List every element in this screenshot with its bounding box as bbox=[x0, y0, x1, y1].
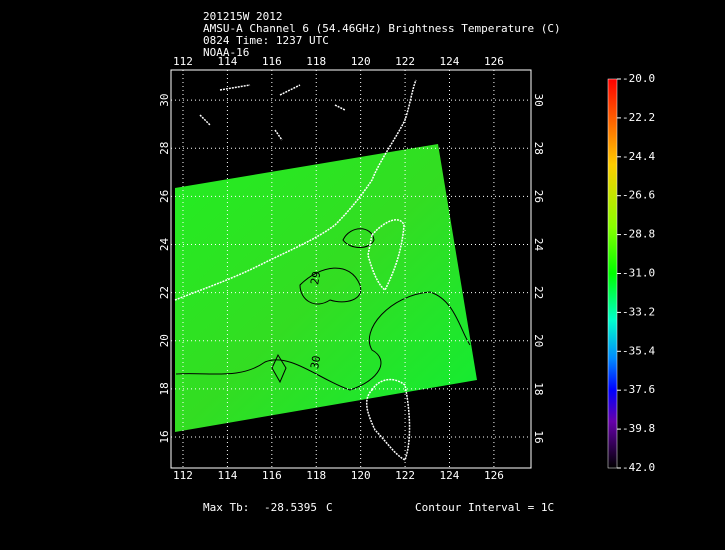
y-tick-label: 18 bbox=[532, 382, 545, 395]
y-tick-label: 30 bbox=[532, 93, 545, 106]
x-tick-label: 114 bbox=[217, 469, 237, 482]
contour-label: 30 bbox=[308, 355, 323, 370]
colorbar-label: -26.6 bbox=[622, 189, 655, 202]
map-frame bbox=[170, 69, 532, 469]
x-tick-label: 124 bbox=[440, 469, 460, 482]
y-tick-label: 28 bbox=[158, 142, 171, 155]
y-tick-label: 20 bbox=[532, 334, 545, 347]
footer-unit: C bbox=[326, 501, 333, 514]
colorbar-label: -28.8 bbox=[622, 228, 655, 241]
footer-value: -28.5395 bbox=[264, 501, 317, 514]
y-tick-label: 24 bbox=[158, 237, 171, 251]
x-tick-label: 112 bbox=[173, 55, 193, 68]
y-tick-label: 20 bbox=[158, 334, 171, 347]
x-tick-label: 122 bbox=[395, 55, 415, 68]
x-tick-label: 124 bbox=[440, 55, 460, 68]
x-tick-label: 116 bbox=[262, 469, 282, 482]
y-tick-label: 22 bbox=[158, 286, 171, 299]
x-tick-label: 116 bbox=[262, 55, 282, 68]
colorbar-label: -33.2 bbox=[622, 305, 655, 318]
y-tick-label: 16 bbox=[532, 430, 545, 443]
footer-interval: Contour Interval = 1C bbox=[415, 501, 554, 514]
x-tick-label: 120 bbox=[351, 469, 371, 482]
y-tick-label: 26 bbox=[158, 190, 171, 203]
y-tick-label: 26 bbox=[532, 190, 545, 203]
y-tick-label: 28 bbox=[532, 142, 545, 155]
x-tick-label: 118 bbox=[306, 55, 326, 68]
colorbar-label: -31.0 bbox=[622, 267, 655, 280]
footer-label: Max Tb: bbox=[203, 501, 249, 514]
title-line: 201215W 2012 bbox=[203, 10, 282, 23]
coastline bbox=[174, 79, 417, 462]
colorbar-label: -22.2 bbox=[622, 111, 655, 124]
x-tick-label: 112 bbox=[173, 469, 193, 482]
y-tick-label: 30 bbox=[158, 93, 171, 106]
y-tick-label: 16 bbox=[158, 430, 171, 443]
data-swath bbox=[175, 144, 477, 432]
colorbar-label: -42.0 bbox=[622, 461, 655, 474]
title-line: 0824 Time: 1237 UTC bbox=[203, 34, 329, 47]
colorbar-label: -24.4 bbox=[622, 150, 655, 163]
x-tick-label: 126 bbox=[484, 55, 504, 68]
colorbar bbox=[607, 78, 618, 469]
y-tick-label: 22 bbox=[532, 286, 545, 299]
x-tick-label: 118 bbox=[306, 469, 326, 482]
x-tick-label: 126 bbox=[484, 469, 504, 482]
y-tick-label: 24 bbox=[532, 238, 545, 252]
colorbar-label: -39.8 bbox=[622, 422, 655, 435]
x-tick-label: 114 bbox=[217, 55, 237, 68]
colorbar-label: -20.0 bbox=[622, 72, 655, 85]
contour-label: 29 bbox=[308, 270, 323, 285]
x-tick-label: 122 bbox=[395, 469, 415, 482]
y-tick-label: 18 bbox=[158, 382, 171, 395]
title-line: AMSU-A Channel 6 (54.46GHz) Brightness T… bbox=[203, 22, 561, 35]
colorbar-label: -35.4 bbox=[622, 344, 655, 357]
x-tick-label: 120 bbox=[351, 55, 371, 68]
colorbar-label: -37.6 bbox=[622, 383, 655, 396]
title-line: NOAA-16 bbox=[203, 46, 249, 59]
